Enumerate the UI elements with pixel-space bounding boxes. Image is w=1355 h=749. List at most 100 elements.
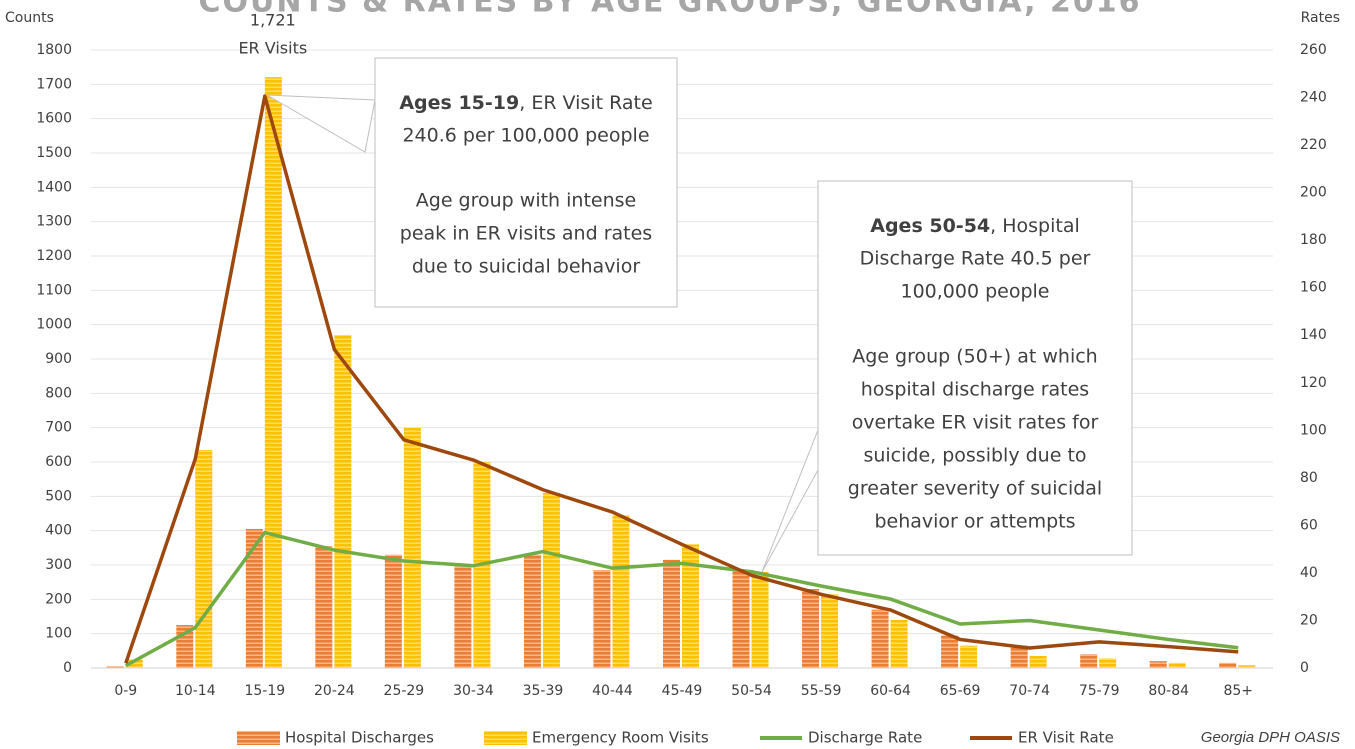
y2-tick-label: 40 — [1300, 565, 1318, 581]
bar — [682, 544, 699, 668]
bar — [245, 528, 263, 668]
y2-tick-label: 160 — [1300, 280, 1327, 296]
annotation-text: greater severity of suicidal — [848, 478, 1102, 500]
bar — [542, 492, 560, 668]
x-tick-label: 25-29 — [384, 683, 425, 699]
legend-swatch — [484, 731, 527, 745]
bar — [1010, 645, 1028, 668]
y-tick-label: 100 — [45, 626, 72, 642]
annotation-text: , ER Visit Rate — [519, 92, 652, 114]
legend-swatch — [237, 731, 280, 745]
x-tick-label: 40-44 — [592, 683, 633, 699]
x-tick-label: 30-34 — [453, 683, 494, 699]
y-tick-label: 1400 — [36, 179, 72, 195]
y-tick-label: 200 — [45, 591, 72, 607]
x-tick-label: 65-69 — [940, 683, 981, 699]
callout-pointer — [266, 94, 376, 153]
annotation-text: 240.6 per 100,000 people — [402, 125, 649, 147]
bar — [593, 570, 611, 668]
line — [124, 94, 1239, 664]
bar — [125, 659, 143, 668]
y2-tick-label: 260 — [1300, 42, 1327, 58]
y-tick-label: 1700 — [36, 76, 72, 92]
y2-tick-label: 80 — [1300, 470, 1318, 486]
bar — [871, 609, 889, 668]
annotation-text: hospital discharge rates — [861, 379, 1089, 401]
x-tick-label: 15-19 — [244, 683, 285, 699]
y-tick-label: 1800 — [36, 42, 72, 58]
y-tick-label: 600 — [45, 454, 72, 470]
bar — [106, 666, 124, 668]
bar — [941, 635, 959, 668]
x-tick-label: 20-24 — [314, 683, 355, 699]
annotation-text: Discharge Rate 40.5 per — [860, 248, 1091, 270]
bar — [523, 554, 541, 668]
annotation: ER Visits — [238, 39, 307, 58]
annotation-bold: Ages 50-54 — [870, 215, 990, 237]
bar — [1168, 662, 1186, 668]
x-tick-label: 35-39 — [523, 683, 564, 699]
bar — [1149, 661, 1167, 668]
x-tick-label: 10-14 — [175, 683, 216, 699]
y2-tick-label: 100 — [1300, 422, 1327, 438]
bar — [1238, 665, 1256, 668]
x-tick-label: 75-79 — [1079, 683, 1120, 699]
annotation-text: behavior or attempts — [874, 511, 1075, 533]
bar — [454, 565, 472, 668]
bar — [1029, 655, 1047, 668]
y2-tick-label: 220 — [1300, 137, 1327, 153]
y-tick-label: 700 — [45, 420, 72, 436]
annotation-bold: Ages 15-19 — [399, 92, 519, 114]
bar — [821, 594, 839, 668]
annotation-text: 100,000 people — [900, 281, 1049, 303]
bar — [403, 427, 421, 668]
annotation-text: peak in ER visits and rates — [400, 223, 652, 245]
y2-tick-label: 180 — [1300, 232, 1327, 248]
x-tick-label: 50-54 — [731, 683, 772, 699]
bar — [890, 619, 908, 668]
line — [124, 530, 1239, 668]
y-tick-label: 300 — [45, 557, 72, 573]
callout-pointer — [761, 429, 819, 573]
y2-tick-label: 240 — [1300, 90, 1327, 106]
x-tick-label: 55-59 — [801, 683, 842, 699]
bar — [802, 589, 820, 668]
x-tick-label: 70-74 — [1009, 683, 1050, 699]
bar — [1099, 658, 1117, 668]
y2-tick-label: 120 — [1300, 375, 1327, 391]
bar — [334, 334, 352, 668]
bar — [960, 645, 978, 668]
chart-title: COUNTS & RATES BY AGE GROUPS, GEORGIA, 2… — [199, 0, 1142, 20]
bar — [195, 449, 213, 668]
bar — [264, 77, 282, 668]
bar — [732, 570, 750, 668]
y-tick-label: 1200 — [36, 248, 72, 264]
y-tick-label: 1600 — [36, 111, 72, 127]
y2-tick-label: 20 — [1300, 612, 1318, 628]
bar — [315, 546, 333, 668]
y-axis-title: Counts — [5, 10, 54, 26]
source: Georgia DPH OASIS — [1201, 729, 1340, 746]
y2-tick-label: 60 — [1300, 517, 1318, 533]
annotation-text: Age group (50+) at which — [852, 346, 1097, 368]
annotation-text: Age group with intense — [416, 190, 636, 212]
legend-label: ER Visit Rate — [1018, 729, 1114, 747]
annotation-text: due to suicidal behavior — [412, 256, 640, 278]
x-tick-label: 60-64 — [870, 683, 911, 699]
y-tick-label: 0 — [63, 660, 72, 676]
annotation-text: , Hospital — [990, 215, 1080, 237]
y-tick-label: 1300 — [36, 214, 72, 230]
x-tick-label: 0-9 — [114, 683, 137, 699]
callout-box — [374, 57, 678, 308]
bar — [612, 515, 630, 668]
bar — [1080, 654, 1098, 668]
y-tick-label: 800 — [45, 385, 72, 401]
legend-label: Hospital Discharges — [285, 729, 434, 747]
legend-label: Emergency Room Visits — [532, 729, 709, 747]
y-tick-label: 900 — [45, 351, 72, 367]
y2-axis-title: Rates — [1301, 10, 1340, 26]
legend-label: Discharge Rate — [808, 729, 922, 747]
bar — [663, 559, 680, 668]
y2-tick-label: 0 — [1300, 660, 1309, 676]
